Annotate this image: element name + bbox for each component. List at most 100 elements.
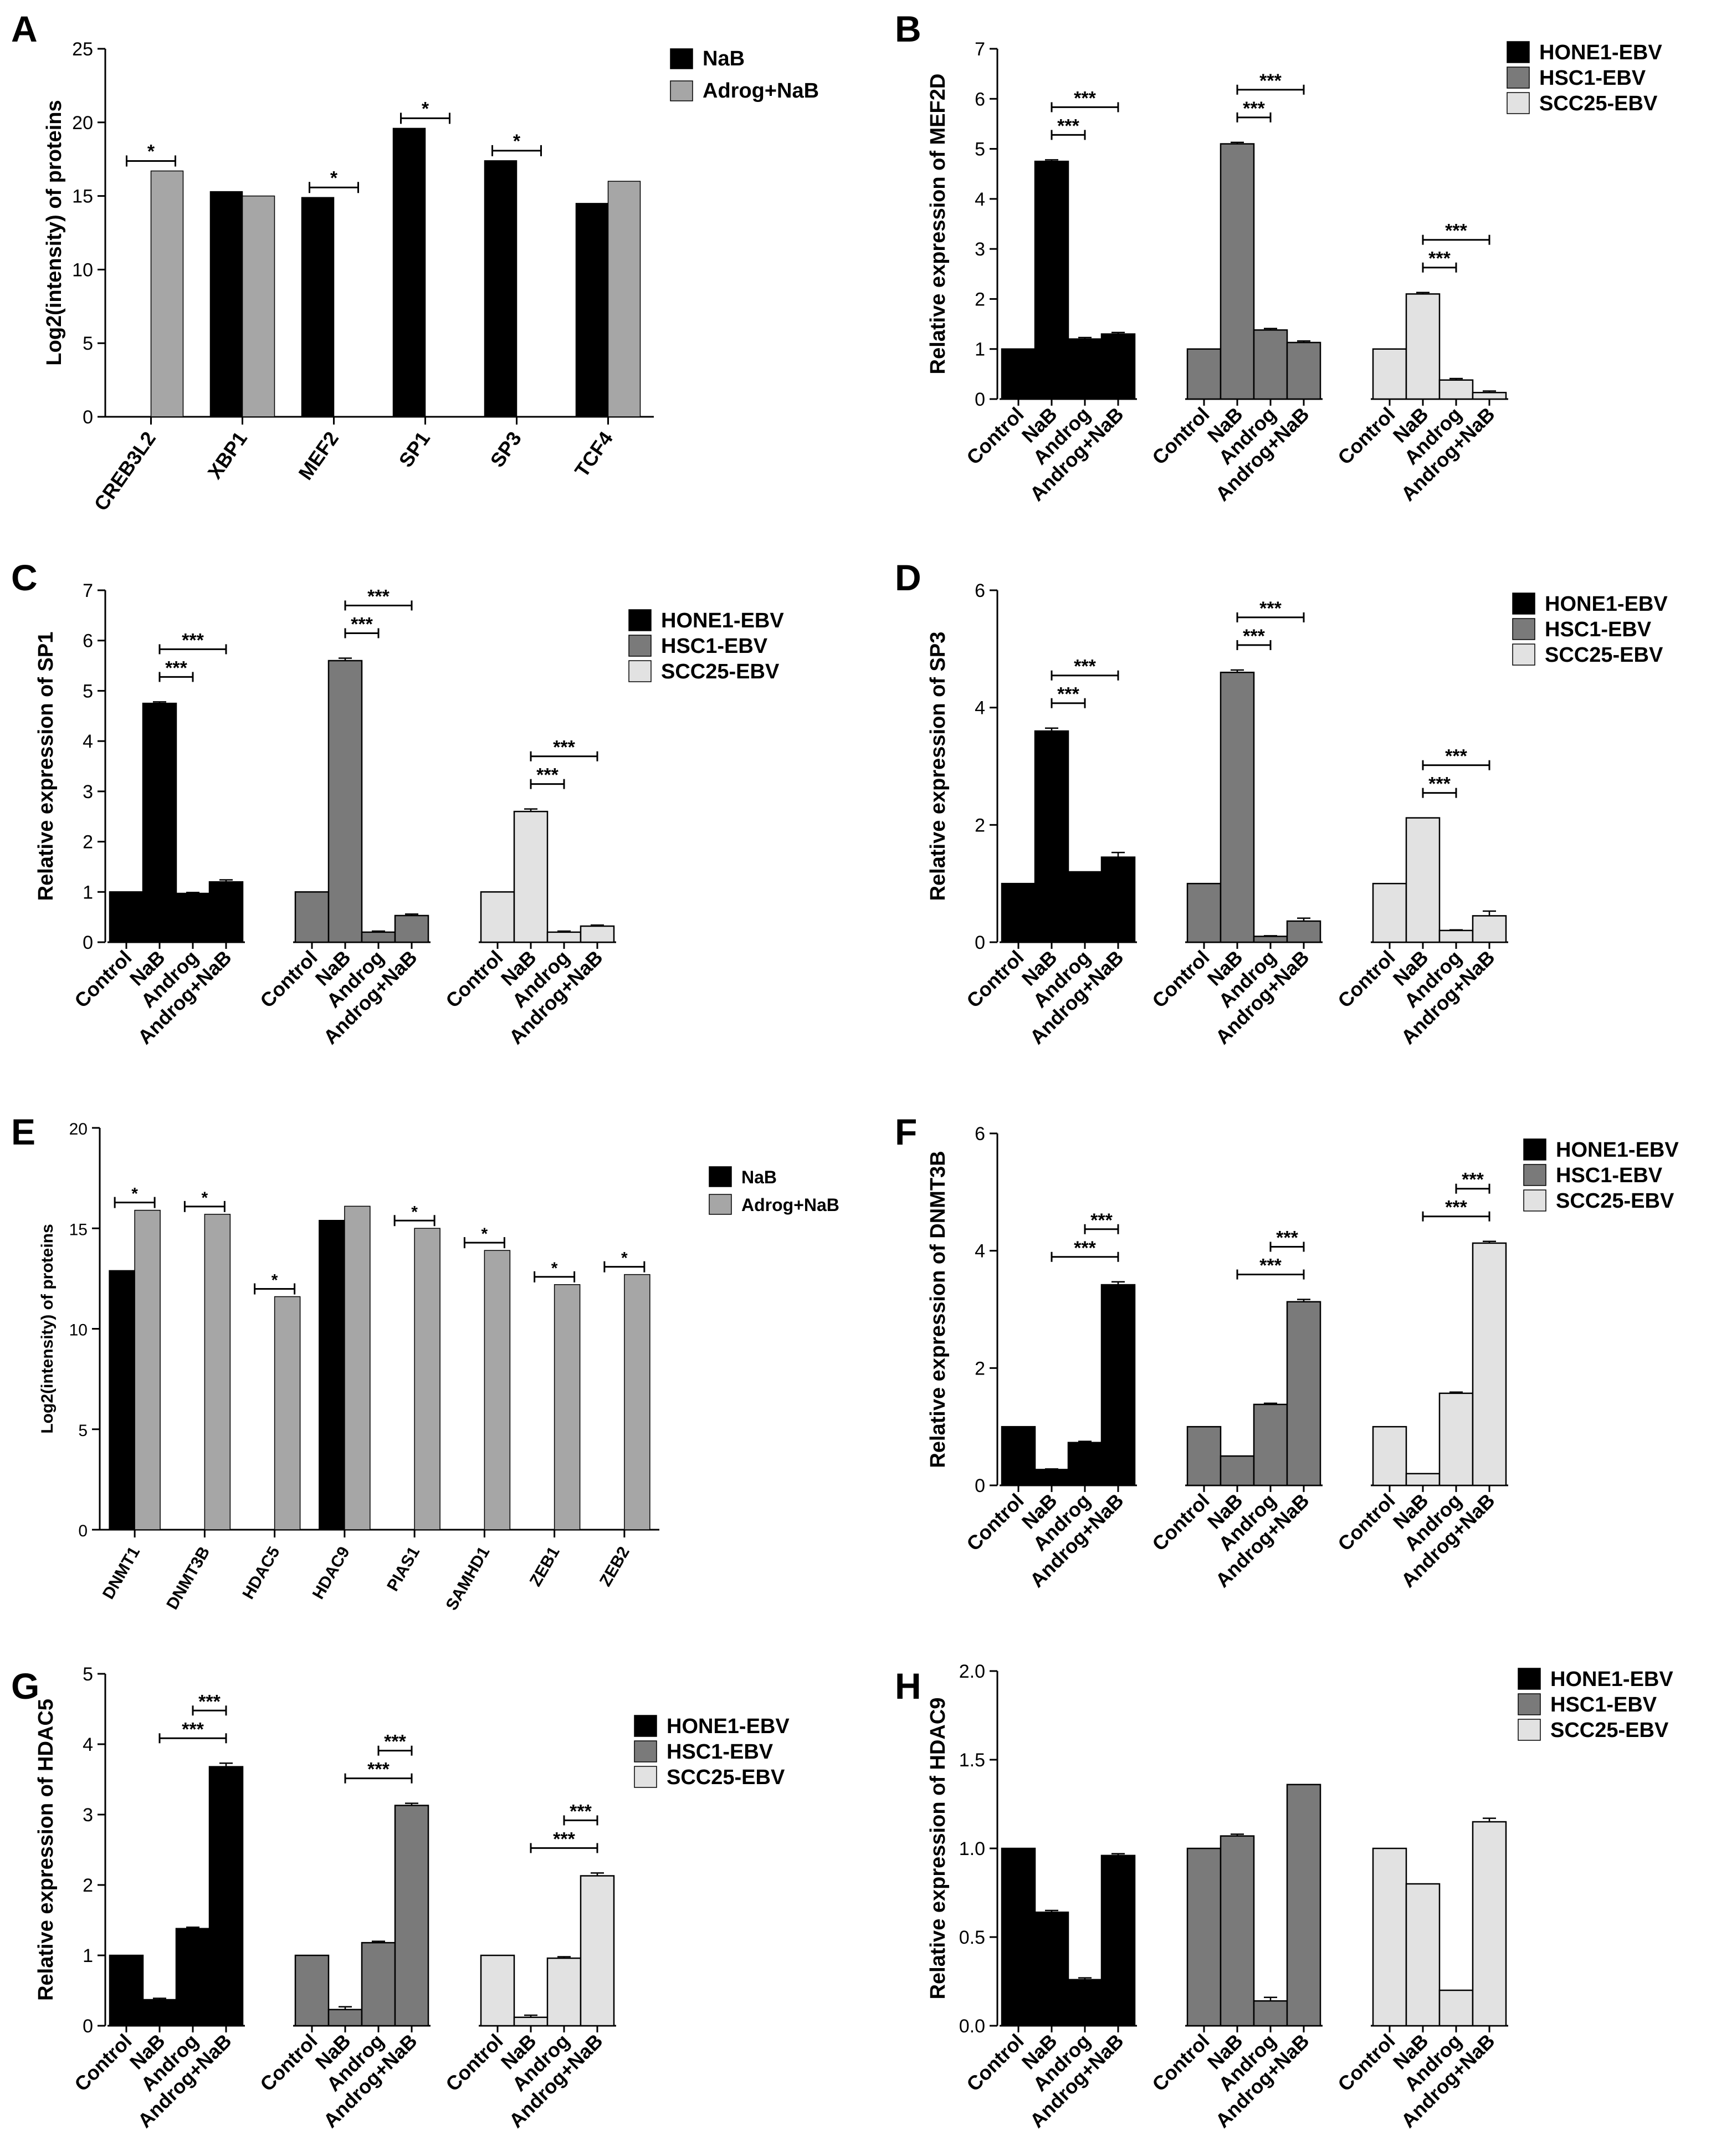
legend-swatch <box>1507 92 1530 114</box>
bar-hone1-ebv <box>109 1954 144 2027</box>
category-label: XBP1 <box>203 427 252 483</box>
bar-nab <box>392 127 426 417</box>
sig-label: *** <box>1243 626 1265 647</box>
bar-nab <box>575 203 609 417</box>
bar-adrog-nab <box>344 1205 371 1530</box>
sig-label: *** <box>1057 115 1079 136</box>
bar-hsc1-ebv <box>1220 143 1255 400</box>
y-tick-label: 3 <box>975 239 985 260</box>
y-tick-label: 1 <box>83 882 93 903</box>
panel-letter: B <box>895 8 921 49</box>
bar-hone1-ebv <box>1100 1284 1136 1486</box>
bar-hsc1-ebv <box>1253 1403 1288 1486</box>
sig-label: *** <box>1074 1238 1096 1259</box>
y-axis-title: Relative expression of SP1 <box>34 632 58 901</box>
bar-hone1-ebv <box>1067 1979 1103 2027</box>
y-tick-label: 2 <box>975 815 985 836</box>
legend-label: SCC25-EBV <box>661 660 780 683</box>
bar-hone1-ebv <box>1034 730 1069 943</box>
category-label: SP1 <box>394 427 434 471</box>
bar-adrog-nab <box>204 1214 231 1530</box>
y-axis-title: Relative expression of HDAC5 <box>34 1699 58 2001</box>
y-tick-label: 2 <box>83 832 93 853</box>
legend-swatch <box>670 80 693 101</box>
sig-label: *** <box>570 1801 592 1822</box>
bar-hsc1-ebv <box>1186 1426 1222 1486</box>
treatment-label: Control <box>441 2030 507 2096</box>
bar-hsc1-ebv <box>1253 2000 1288 2027</box>
sig-label: *** <box>1243 98 1265 119</box>
legend-label: SCC25-EBV <box>1550 1719 1669 1742</box>
bar-hsc1-ebv <box>1253 329 1288 400</box>
category-label: HDAC9 <box>309 1544 354 1602</box>
bar-nab <box>209 191 243 417</box>
sig-label: *** <box>1259 70 1282 91</box>
bar-scc25-ebv <box>1438 1989 1474 2027</box>
treatment-label: Control <box>1333 403 1399 469</box>
bar-hone1-ebv <box>142 702 177 943</box>
y-tick-label: 3 <box>83 781 93 803</box>
panel-letter: F <box>895 1111 917 1152</box>
bar-hsc1-ebv <box>327 660 363 943</box>
legend-swatch <box>1523 1138 1546 1161</box>
chart-panel-c: C 0 1 2 3 4 5 6 7 Relative expression of SP1 Contr… <box>11 557 784 1049</box>
y-axis-title: Relative expression of SP3 <box>926 632 950 901</box>
treatment-label: Control <box>70 946 136 1012</box>
y-tick-label: 0 <box>975 932 985 953</box>
bar-scc25-ebv <box>1372 1847 1407 2027</box>
sig-label: * <box>131 1185 138 1203</box>
bar-hone1-ebv <box>1034 160 1069 400</box>
legend-swatch <box>1518 1693 1541 1715</box>
legend-label: Adrog+NaB <box>741 1195 839 1215</box>
treatment-label: Control <box>441 946 507 1012</box>
sig-label: *** <box>553 1828 575 1850</box>
bar-scc25-ebv <box>1405 1473 1441 1486</box>
bar-hone1-ebv <box>1067 871 1103 943</box>
y-tick-label: 6 <box>975 1123 985 1145</box>
bar-hone1-ebv <box>175 892 211 943</box>
legend-swatch <box>634 1740 657 1762</box>
sig-label: *** <box>1445 221 1467 242</box>
y-tick-label: 0 <box>975 389 985 410</box>
legend-label: Adrog+NaB <box>703 79 819 103</box>
y-tick-label: 0 <box>83 2016 93 2037</box>
sig-label: *** <box>1428 774 1451 795</box>
chart-panel-f: F 0 2 4 6 Relative expression of DNMT3B Contro… <box>895 1111 1679 1592</box>
bar-hone1-ebv <box>1001 1426 1036 1486</box>
sig-label: *** <box>1074 656 1096 677</box>
bar-adrog-nab <box>414 1228 440 1530</box>
bar-hone1-ebv <box>1001 1847 1036 2027</box>
bar-scc25-ebv <box>1472 915 1507 943</box>
bar-adrog-nab <box>484 1250 511 1530</box>
bar-hsc1-ebv <box>1220 1835 1255 2027</box>
legend-label: HSC1-EBV <box>1539 67 1646 90</box>
y-tick-label: 5 <box>83 1664 93 1685</box>
bar-nab <box>484 160 518 417</box>
y-tick-label: 3 <box>83 1805 93 1826</box>
legend-label: SCC25-EBV <box>667 1766 785 1789</box>
legend-label: NaB <box>703 47 745 70</box>
bar-nab <box>319 1220 345 1530</box>
treatment-label: Control <box>1148 1489 1213 1555</box>
y-axis-title: Relative expression of MEF2D <box>926 74 950 375</box>
panel-letter: D <box>895 557 921 598</box>
y-tick-label: 1.5 <box>959 1750 985 1771</box>
y-tick-label: 5 <box>83 681 93 702</box>
category-label: DNMT1 <box>99 1544 144 1602</box>
bar-hsc1-ebv <box>1286 1784 1321 2027</box>
legend-swatch <box>628 635 652 657</box>
sig-label: * <box>147 141 155 162</box>
y-tick-label: 4 <box>83 1734 93 1755</box>
legend-label: HONE1-EBV <box>661 609 784 632</box>
sig-label: *** <box>1074 88 1096 109</box>
y-tick-label: 1 <box>83 1945 93 1966</box>
y-tick-label: 2 <box>975 289 985 310</box>
legend-label: HONE1-EBV <box>1539 41 1662 64</box>
treatment-label: Control <box>1333 2030 1399 2096</box>
sig-label: * <box>621 1249 628 1268</box>
panel-letter: E <box>11 1111 35 1152</box>
bar-scc25-ebv <box>1405 817 1441 943</box>
legend-swatch <box>1523 1189 1546 1212</box>
